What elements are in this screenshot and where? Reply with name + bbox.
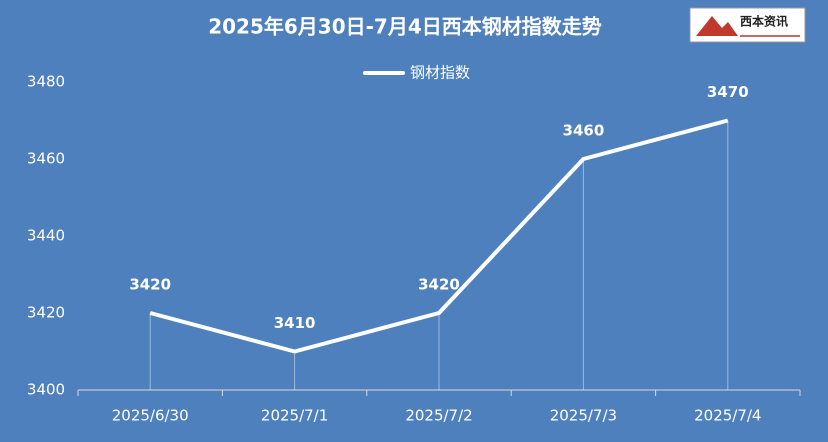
x-tick-label: 2025/7/1 (261, 407, 328, 425)
legend-label: 钢材指数 (410, 64, 470, 82)
x-tick-label: 2025/6/30 (112, 407, 189, 425)
logo-text: 西本资讯 (740, 14, 788, 29)
y-tick-label: 3440 (27, 227, 65, 245)
data-label: 3420 (129, 276, 171, 294)
y-tick-label: 3460 (27, 150, 65, 168)
x-tick-label: 2025/7/4 (694, 407, 761, 425)
x-tick-label: 2025/7/2 (405, 407, 472, 425)
y-tick-label: 3400 (27, 381, 65, 399)
data-label: 3410 (274, 314, 316, 332)
x-tick-label: 2025/7/3 (550, 407, 617, 425)
series-line (149, 118, 729, 354)
y-tick-label: 3480 (27, 73, 65, 91)
data-label: 3420 (418, 276, 460, 294)
logo: 西本资讯 (689, 7, 806, 43)
y-tick-label: 3420 (27, 304, 65, 322)
logo-mark (696, 16, 738, 36)
data-label: 3470 (707, 83, 749, 101)
data-label: 3460 (563, 122, 605, 140)
chart-title: 2025年6月30日-7月4日西本钢材指数走势 (208, 15, 602, 39)
